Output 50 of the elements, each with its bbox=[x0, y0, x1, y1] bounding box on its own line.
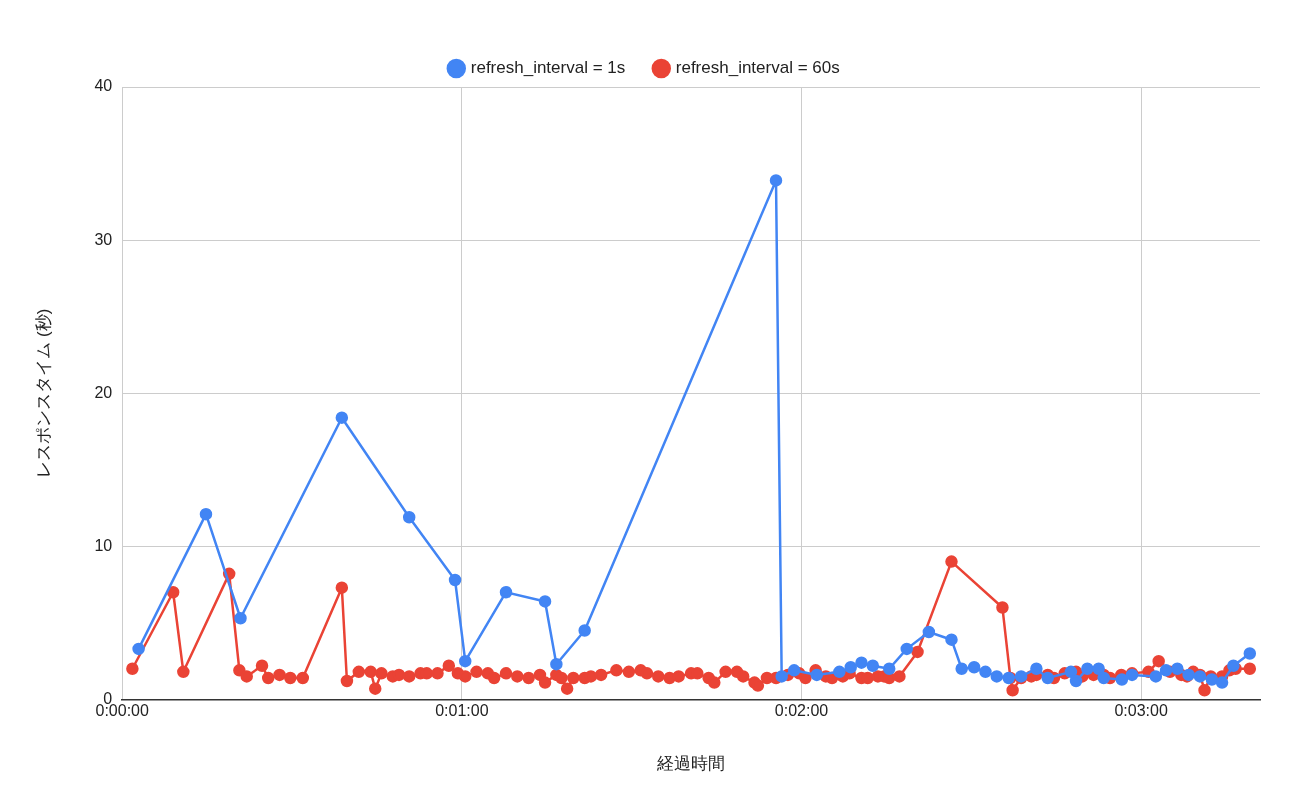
point bbox=[810, 668, 824, 682]
point bbox=[967, 661, 981, 674]
point bbox=[335, 411, 349, 424]
point bbox=[1243, 647, 1257, 660]
point bbox=[1069, 674, 1083, 688]
point bbox=[775, 670, 788, 683]
x-tick-label: 0:01:00 bbox=[435, 702, 489, 720]
point bbox=[1115, 673, 1129, 686]
point bbox=[1215, 676, 1229, 689]
point bbox=[866, 659, 880, 672]
point bbox=[1159, 664, 1173, 677]
x-tick-label: 0:02:00 bbox=[774, 702, 829, 720]
point bbox=[1171, 662, 1184, 676]
point bbox=[979, 665, 992, 679]
point bbox=[769, 174, 783, 187]
y-tick-label: 20 bbox=[94, 383, 113, 401]
point bbox=[1030, 662, 1043, 676]
point bbox=[1092, 662, 1105, 676]
point bbox=[882, 662, 896, 676]
point bbox=[833, 665, 846, 679]
point bbox=[1149, 670, 1163, 683]
x-axis-title: 経過時間 bbox=[656, 754, 726, 774]
point bbox=[550, 657, 563, 671]
point bbox=[402, 510, 416, 524]
point bbox=[945, 633, 958, 646]
point bbox=[900, 642, 914, 656]
x-tick-label: 0:03:00 bbox=[1114, 702, 1168, 720]
point bbox=[1081, 662, 1094, 676]
point bbox=[955, 662, 968, 676]
legend-label: refresh_interval = 60s bbox=[675, 58, 840, 78]
point bbox=[458, 654, 472, 668]
point bbox=[1227, 659, 1240, 672]
y-tick-label: 10 bbox=[94, 536, 113, 554]
y-axis-title: レスポンスタイム (秒) bbox=[33, 308, 53, 478]
point bbox=[538, 595, 552, 608]
point bbox=[234, 612, 247, 625]
point bbox=[1064, 665, 1078, 679]
point bbox=[499, 585, 513, 599]
point bbox=[199, 507, 213, 521]
point bbox=[448, 573, 462, 587]
y-tick-label: 30 bbox=[94, 230, 113, 248]
y-tick-label: 40 bbox=[94, 77, 113, 95]
point bbox=[855, 656, 868, 669]
legend-label: refresh_interval = 1s bbox=[470, 58, 626, 78]
point bbox=[990, 670, 1004, 683]
point bbox=[132, 642, 145, 656]
point bbox=[578, 624, 591, 637]
point bbox=[844, 661, 857, 674]
point bbox=[787, 664, 801, 677]
point bbox=[922, 625, 936, 639]
